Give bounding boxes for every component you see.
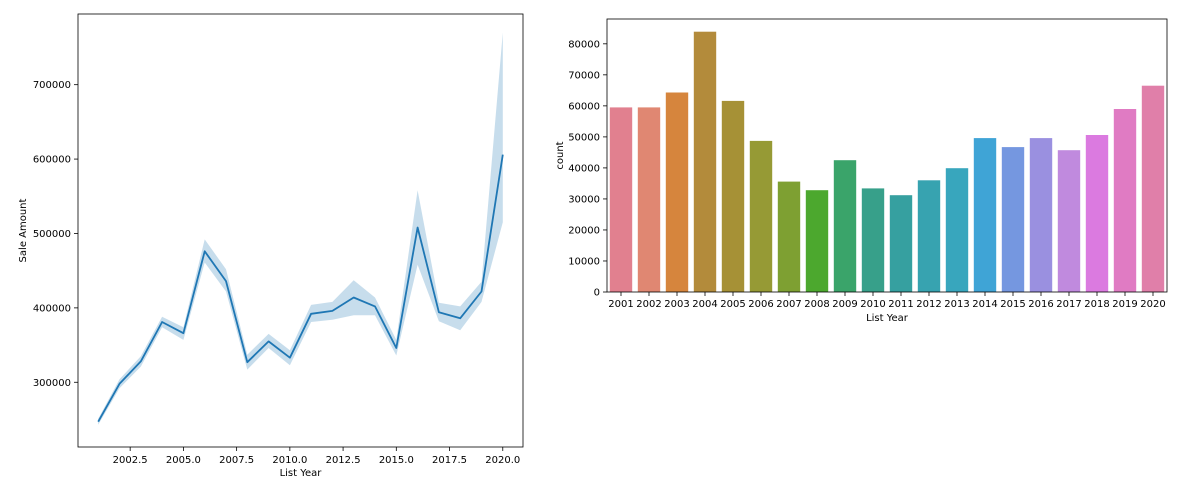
bar-chart-y-tick-label: 20000 xyxy=(568,225,600,236)
line-chart-y-tick-label: 400000 xyxy=(33,303,71,314)
line-point xyxy=(481,291,483,293)
line-chart-x-tick-label: 2010.0 xyxy=(272,455,307,466)
bar-chart-y-tick-label: 0 xyxy=(594,288,600,299)
bar xyxy=(721,100,745,293)
sale-amount-line-chart: 2002.5 2005.0 2007.5 2010.0 2012.5 2015.0 2017… xyxy=(18,13,524,479)
line-point xyxy=(374,305,376,307)
line-point xyxy=(140,360,142,362)
line-point xyxy=(502,154,504,156)
bar xyxy=(1057,150,1081,292)
line-point xyxy=(161,321,163,323)
bar-chart-x-tick-label: 2017 xyxy=(1056,299,1081,310)
line-point xyxy=(204,250,206,252)
bar xyxy=(945,168,969,292)
bar-chart-x-tick-label: 2009 xyxy=(832,299,857,310)
bar-chart-x-tick-label: 2005 xyxy=(720,299,745,310)
bar-chart-y-tick-label: 30000 xyxy=(568,194,600,205)
bar xyxy=(1001,147,1025,292)
sale-amount-line xyxy=(97,154,504,423)
bar-chart-x-tick-label: 2015 xyxy=(1000,299,1025,310)
line-point xyxy=(225,280,227,282)
bar xyxy=(665,92,689,292)
bar-chart-y-tick-label: 40000 xyxy=(568,163,600,174)
bar-chart-x-tick-label: 2001 xyxy=(608,299,633,310)
line-chart-y-tick-label: 500000 xyxy=(33,229,71,240)
bar-chart-x-tick-label: 2012 xyxy=(916,299,941,310)
bar-chart-x-tick-label: 2013 xyxy=(944,299,969,310)
line-chart-y-tick-label: 600000 xyxy=(33,155,71,166)
line-chart-x-tick-label: 2015.0 xyxy=(379,455,414,466)
count-bar-chart: 2001 2002 2003 2004 2005 2006 2007 2008 2009 2010… xyxy=(555,18,1168,324)
bar xyxy=(973,138,997,292)
bar-chart-y-tick-label: 50000 xyxy=(568,132,600,143)
bar xyxy=(693,31,717,292)
line-chart-x-tick-label: 2020.0 xyxy=(485,455,520,466)
bar-chart-y-tick-label: 70000 xyxy=(568,70,600,81)
line-point xyxy=(395,347,397,349)
bar xyxy=(861,188,885,292)
bar xyxy=(1085,135,1109,292)
line-chart-x-axis-label: List Year xyxy=(280,468,323,479)
bar xyxy=(609,107,633,293)
bar-chart-y-axis-label: count xyxy=(555,141,566,169)
line-chart-y-tick-label: 700000 xyxy=(33,80,71,91)
bar-chart-x-tick-label: 2016 xyxy=(1028,299,1053,310)
bar-chart-x-tick-label: 2006 xyxy=(748,299,773,310)
bar xyxy=(889,195,913,292)
bar xyxy=(1113,109,1137,292)
bar-chart-x-tick-label: 2014 xyxy=(972,299,997,310)
bar-chart-y-tick-label: 10000 xyxy=(568,256,600,267)
bar-chart-x-tick-label: 2018 xyxy=(1084,299,1109,310)
line-point xyxy=(438,311,440,313)
line-chart-x-tick-label: 2017.5 xyxy=(432,455,467,466)
line-point xyxy=(246,361,248,363)
bar xyxy=(749,140,773,292)
line-point xyxy=(182,332,184,334)
bar-chart-y-tick-label: 80000 xyxy=(568,39,600,50)
bar-chart-x-tick-label: 2019 xyxy=(1112,299,1137,310)
line-point xyxy=(268,340,270,342)
line-point xyxy=(119,383,121,385)
line-point xyxy=(353,297,355,299)
line-point xyxy=(310,313,312,315)
bar-chart-x-tick-label: 2007 xyxy=(776,299,801,310)
bar-chart-x-tick-label: 2020 xyxy=(1140,299,1165,310)
line-chart-x-tick-label: 2002.5 xyxy=(113,455,148,466)
bar xyxy=(777,181,801,292)
bar xyxy=(1141,85,1165,292)
line-point xyxy=(417,227,419,229)
bar-chart-x-axis-label: List Year xyxy=(866,313,909,324)
bar-chart-y-tick-label: 60000 xyxy=(568,101,600,112)
bar-chart-x-tick-label: 2008 xyxy=(804,299,829,310)
confidence-band xyxy=(98,32,503,425)
line-point xyxy=(97,421,99,423)
line-point xyxy=(289,357,291,359)
bar xyxy=(805,190,829,292)
line-chart-y-tick-label: 300000 xyxy=(33,378,71,389)
bar xyxy=(637,107,661,293)
bar xyxy=(1029,138,1053,292)
line-point xyxy=(459,317,461,319)
bar-chart-x-tick-label: 2010 xyxy=(860,299,885,310)
bar xyxy=(917,180,941,292)
bar xyxy=(833,160,857,292)
bar-chart-x-tick-label: 2003 xyxy=(664,299,689,310)
line-point xyxy=(331,310,333,312)
line-chart-frame xyxy=(77,13,524,448)
bar-chart-x-tick-label: 2004 xyxy=(692,299,717,310)
line-chart-x-tick-label: 2005.0 xyxy=(166,455,201,466)
bar-chart-frame xyxy=(606,18,1168,293)
line-chart-x-tick-label: 2007.5 xyxy=(219,455,254,466)
line-chart-y-axis-label: Sale Amount xyxy=(18,198,29,262)
bar-chart-x-tick-label: 2002 xyxy=(636,299,661,310)
bar-chart-x-tick-label: 2011 xyxy=(888,299,913,310)
line-chart-x-tick-label: 2012.5 xyxy=(326,455,361,466)
